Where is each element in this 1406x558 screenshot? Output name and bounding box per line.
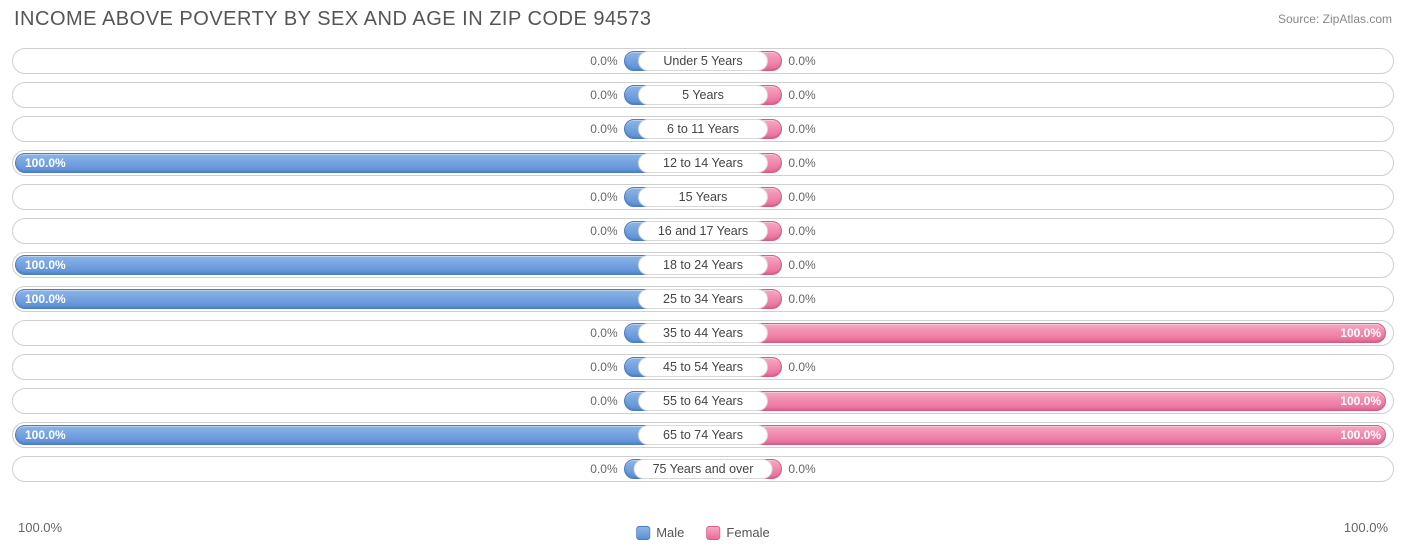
male-swatch-icon bbox=[636, 526, 650, 540]
bar-row: 0.0% 0.0% 15 Years bbox=[12, 184, 1394, 210]
category-label: 55 to 64 Years bbox=[638, 391, 768, 411]
legend-male-label: Male bbox=[656, 525, 684, 540]
bar-row: 100.0% 100.0% 65 to 74 Years bbox=[12, 422, 1394, 448]
female-half: 100.0% bbox=[703, 423, 1393, 447]
female-pct-label: 0.0% bbox=[788, 287, 815, 311]
bar-row: 0.0% 0.0% 6 to 11 Years bbox=[12, 116, 1394, 142]
male-half: 0.0% bbox=[13, 83, 703, 107]
male-half: 0.0% bbox=[13, 117, 703, 141]
male-half: 100.0% bbox=[13, 423, 703, 447]
female-pct-label: 0.0% bbox=[788, 83, 815, 107]
category-label: 12 to 14 Years bbox=[638, 153, 768, 173]
legend-male: Male bbox=[636, 525, 684, 540]
female-bar bbox=[703, 391, 1386, 411]
category-label: Under 5 Years bbox=[638, 51, 768, 71]
male-pct-label: 0.0% bbox=[590, 355, 617, 379]
female-bar bbox=[703, 425, 1386, 445]
male-pct-label: 0.0% bbox=[590, 117, 617, 141]
bar-row: 100.0% 0.0% 18 to 24 Years bbox=[12, 252, 1394, 278]
female-half: 0.0% bbox=[703, 49, 1393, 73]
male-pct-label: 0.0% bbox=[590, 219, 617, 243]
female-half: 0.0% bbox=[703, 117, 1393, 141]
legend-female: Female bbox=[706, 525, 769, 540]
bar-row: 0.0% 0.0% 75 Years and over bbox=[12, 456, 1394, 482]
male-half: 0.0% bbox=[13, 457, 703, 481]
male-pct-label: 100.0% bbox=[25, 423, 66, 447]
female-half: 0.0% bbox=[703, 151, 1393, 175]
category-label: 18 to 24 Years bbox=[638, 255, 768, 275]
axis-left-label: 100.0% bbox=[18, 520, 62, 535]
female-pct-label: 0.0% bbox=[788, 219, 815, 243]
male-pct-label: 0.0% bbox=[590, 83, 617, 107]
category-label: 5 Years bbox=[638, 85, 768, 105]
male-half: 0.0% bbox=[13, 389, 703, 413]
female-pct-label: 100.0% bbox=[1340, 423, 1381, 447]
legend: Male Female bbox=[636, 525, 770, 540]
bar-row: 0.0% 0.0% 16 and 17 Years bbox=[12, 218, 1394, 244]
female-pct-label: 100.0% bbox=[1340, 321, 1381, 345]
axis-right-label: 100.0% bbox=[1344, 520, 1388, 535]
female-pct-label: 0.0% bbox=[788, 117, 815, 141]
female-half: 0.0% bbox=[703, 457, 1393, 481]
male-pct-label: 0.0% bbox=[590, 321, 617, 345]
male-bar bbox=[15, 289, 698, 309]
female-pct-label: 0.0% bbox=[788, 355, 815, 379]
category-label: 16 and 17 Years bbox=[638, 221, 768, 241]
female-half: 100.0% bbox=[703, 389, 1393, 413]
bar-row: 0.0% 0.0% 5 Years bbox=[12, 82, 1394, 108]
bar-row: 100.0% 0.0% 12 to 14 Years bbox=[12, 150, 1394, 176]
male-pct-label: 100.0% bbox=[25, 151, 66, 175]
category-label: 15 Years bbox=[638, 187, 768, 207]
female-half: 0.0% bbox=[703, 83, 1393, 107]
female-pct-label: 0.0% bbox=[788, 49, 815, 73]
male-pct-label: 0.0% bbox=[590, 49, 617, 73]
bar-row: 0.0% 100.0% 35 to 44 Years bbox=[12, 320, 1394, 346]
male-pct-label: 0.0% bbox=[590, 389, 617, 413]
female-pct-label: 0.0% bbox=[788, 185, 815, 209]
female-pct-label: 100.0% bbox=[1340, 389, 1381, 413]
bar-row: 0.0% 0.0% Under 5 Years bbox=[12, 48, 1394, 74]
male-half: 100.0% bbox=[13, 151, 703, 175]
female-half: 0.0% bbox=[703, 355, 1393, 379]
category-label: 25 to 34 Years bbox=[638, 289, 768, 309]
legend-female-label: Female bbox=[726, 525, 769, 540]
source-attribution: Source: ZipAtlas.com bbox=[1278, 12, 1392, 26]
male-half: 100.0% bbox=[13, 253, 703, 277]
female-half: 0.0% bbox=[703, 287, 1393, 311]
male-half: 0.0% bbox=[13, 219, 703, 243]
category-label: 6 to 11 Years bbox=[638, 119, 768, 139]
category-label: 65 to 74 Years bbox=[638, 425, 768, 445]
male-pct-label: 100.0% bbox=[25, 253, 66, 277]
female-half: 0.0% bbox=[703, 219, 1393, 243]
male-half: 0.0% bbox=[13, 49, 703, 73]
female-bar bbox=[703, 323, 1386, 343]
male-pct-label: 100.0% bbox=[25, 287, 66, 311]
female-pct-label: 0.0% bbox=[788, 457, 815, 481]
bar-row: 0.0% 0.0% 45 to 54 Years bbox=[12, 354, 1394, 380]
male-bar bbox=[15, 425, 698, 445]
male-bar bbox=[15, 153, 698, 173]
category-label: 35 to 44 Years bbox=[638, 323, 768, 343]
chart-title: INCOME ABOVE POVERTY BY SEX AND AGE IN Z… bbox=[14, 8, 651, 31]
male-bar bbox=[15, 255, 698, 275]
female-swatch-icon bbox=[706, 526, 720, 540]
chart-area: 0.0%0.0%Under 5 Years0.0%0.0%5 Years0.0%… bbox=[12, 48, 1394, 516]
male-half: 0.0% bbox=[13, 185, 703, 209]
female-pct-label: 0.0% bbox=[788, 253, 815, 277]
bar-row: 0.0% 100.0% 55 to 64 Years bbox=[12, 388, 1394, 414]
female-half: 0.0% bbox=[703, 185, 1393, 209]
female-pct-label: 0.0% bbox=[788, 151, 815, 175]
male-half: 100.0% bbox=[13, 287, 703, 311]
male-half: 0.0% bbox=[13, 321, 703, 345]
male-half: 0.0% bbox=[13, 355, 703, 379]
bar-row: 100.0% 0.0% 25 to 34 Years bbox=[12, 286, 1394, 312]
category-label: 45 to 54 Years bbox=[638, 357, 768, 377]
category-label: 75 Years and over bbox=[634, 459, 773, 479]
male-pct-label: 0.0% bbox=[590, 185, 617, 209]
male-pct-label: 0.0% bbox=[590, 457, 617, 481]
female-half: 100.0% bbox=[703, 321, 1393, 345]
female-half: 0.0% bbox=[703, 253, 1393, 277]
